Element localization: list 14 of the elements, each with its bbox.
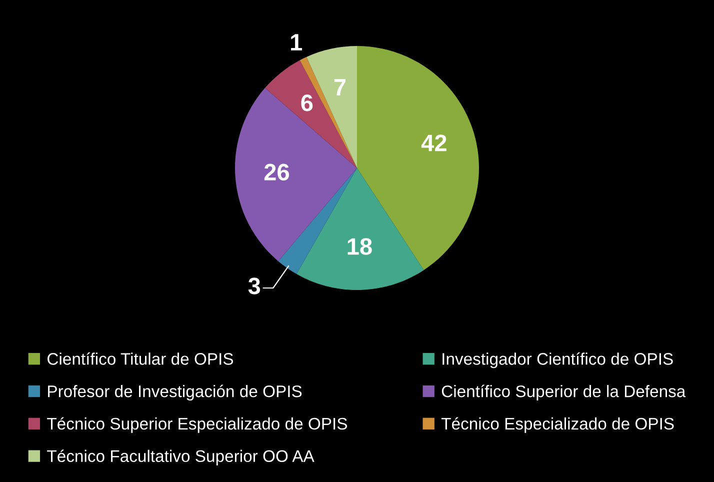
legend-label: Técnico Facultativo Superior OO AA <box>47 450 314 466</box>
data-label: 26 <box>264 164 289 180</box>
legend-label: Técnico Especializado de OPIS <box>441 417 674 433</box>
legend-label: Científico Titular de OPIS <box>48 352 234 365</box>
data-label: 7 <box>334 79 346 96</box>
data-label: 6 <box>301 94 313 112</box>
data-label: 3 <box>248 278 260 294</box>
legend-label: Técnico Superior Especializado de OPIS <box>47 417 347 433</box>
legend-label: Investigador Científico de OPIS <box>442 352 673 368</box>
legend-label: Científico Superior de la Defensa <box>442 384 686 401</box>
data-label: 18 <box>348 238 372 255</box>
data-label: 1 <box>291 34 302 50</box>
data-label: 42 <box>421 134 446 152</box>
legend-label: Profesor de Investigación de OPIS <box>48 384 302 401</box>
